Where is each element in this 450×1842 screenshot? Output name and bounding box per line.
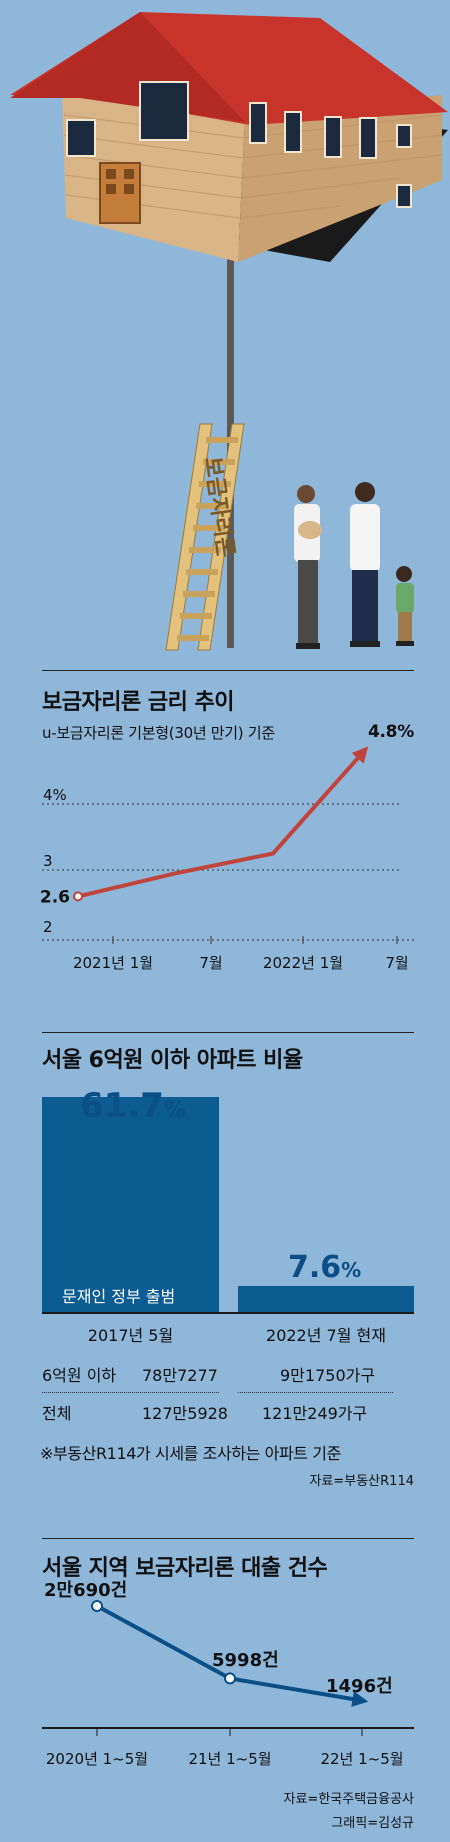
chart3-source: 자료=한국주택금융공사 xyxy=(283,1792,415,1807)
chart1-y-tick-label: 2 xyxy=(43,918,53,936)
row1-divider xyxy=(42,1392,219,1393)
bar1-value: 61.7 xyxy=(80,1086,164,1126)
row1-label: 6억원 이하 xyxy=(42,1366,117,1385)
chart1-end-label: 4.8% xyxy=(368,722,414,742)
chart3-title: 서울 지역 보금자리론 대출 건수 xyxy=(42,1556,328,1581)
chart2-source: 자료=부동산R114 xyxy=(309,1474,414,1489)
chart3-line-chart: 2만690건 5998건 1496건 2020년 1~5월 21년 1~5월 22년 1… xyxy=(42,1580,414,1768)
ladder xyxy=(165,423,245,651)
bar-2017 xyxy=(42,1097,219,1312)
chart1-top-rule xyxy=(42,670,414,671)
chart1-start-label: 2.6 xyxy=(40,887,70,907)
chart3-x-tick-label: 22년 1~5월 xyxy=(320,1750,403,1768)
chart2-title: 서울 6억원 이하 아파트 비율 xyxy=(42,1048,303,1073)
chart3-point xyxy=(224,1672,236,1685)
chart1-start-point xyxy=(73,891,83,902)
bar1-category: 2017년 5월 xyxy=(87,1326,174,1345)
chart1-x-tick-label: 7월 xyxy=(199,954,222,972)
chart3-point xyxy=(91,1600,103,1612)
row1-divider-right xyxy=(238,1392,393,1393)
bar2-value: 7.6 xyxy=(288,1250,342,1285)
bar1-note: 문재인 정부 출범 xyxy=(62,1287,176,1306)
chart1-y-tick-label: 3 xyxy=(43,852,53,870)
bar2-pct: % xyxy=(341,1258,362,1282)
row2-v1: 127만5928 xyxy=(142,1404,228,1423)
chart3-data-label: 2만690건 xyxy=(44,1580,127,1601)
chart3-data-label: 1496건 xyxy=(326,1676,393,1697)
bar2-category: 2022년 7월 현재 xyxy=(266,1326,386,1345)
chart3-data-label: 5998건 xyxy=(212,1650,279,1671)
chart1-subtitle: u-보금자리론 기본형(30년 만기) 기준 xyxy=(42,724,275,742)
chart3-top-rule xyxy=(42,1538,414,1539)
row1-v1: 78만7277 xyxy=(142,1366,218,1385)
house-windows xyxy=(66,81,412,208)
chart1-line-chart: 2 3 4% 2021년 1월 7월 2022년 1월 7월 2.6 xyxy=(40,746,414,972)
chart2-top-rule xyxy=(42,1032,414,1033)
chart3-credit: 그래픽=김성규 xyxy=(331,1816,414,1831)
row2-label: 전체 xyxy=(42,1404,72,1423)
chart2-footnote: ※부동산R114가 시세를 조사하는 아파트 기준 xyxy=(40,1444,341,1463)
house-illustration: 보금자리론 xyxy=(10,12,448,651)
row2-v2: 121만249가구 xyxy=(262,1404,368,1423)
chart3-x-tick-label: 21년 1~5월 xyxy=(188,1750,271,1768)
bar2-value-label: 7.6% xyxy=(288,1250,361,1285)
bar-2022 xyxy=(238,1285,414,1312)
chart1-x-tick-label: 2021년 1월 xyxy=(73,954,153,972)
chart3-x-tick-label: 2020년 1~5월 xyxy=(46,1750,148,1768)
chart1-x-tick-label: 2022년 1월 xyxy=(263,954,343,972)
chart1-y-tick-label: 4% xyxy=(43,786,67,804)
chart1-title: 보금자리론 금리 추이 xyxy=(42,690,234,715)
family-figures xyxy=(294,482,414,649)
bar1-pct: % xyxy=(163,1098,186,1123)
chart2-baseline xyxy=(42,1312,414,1314)
row1-v2: 9만1750가구 xyxy=(280,1366,376,1385)
bar1-value-label: 61.7% xyxy=(80,1086,186,1126)
chart1-series-line xyxy=(77,746,369,899)
chart1-x-tick-label: 7월 xyxy=(385,954,408,972)
